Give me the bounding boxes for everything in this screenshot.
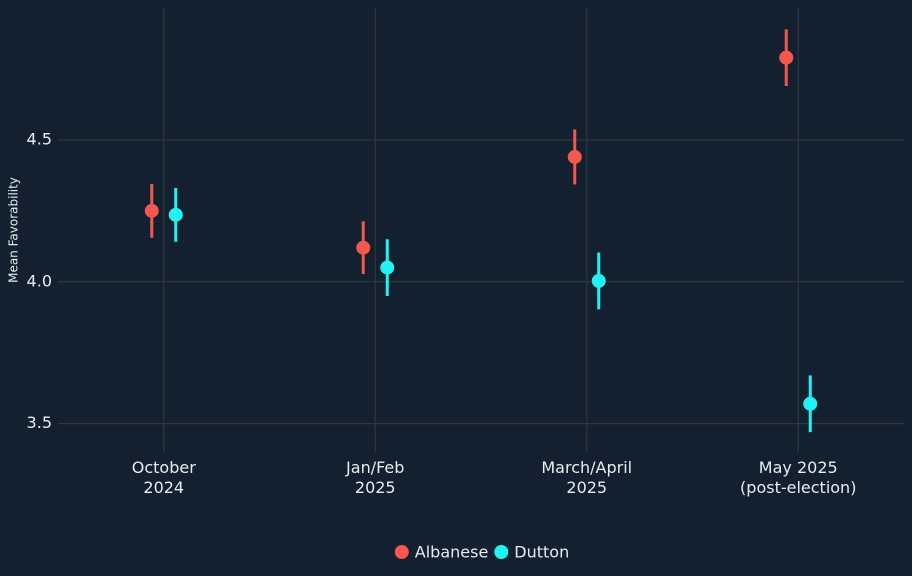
point xyxy=(779,50,794,65)
legend-marker xyxy=(494,545,509,559)
y-tick-label: 4.5 xyxy=(27,129,52,148)
point xyxy=(591,273,606,288)
point xyxy=(356,240,371,255)
point xyxy=(144,203,159,218)
y-axis-label: Mean Favorability xyxy=(7,177,21,283)
legend-marker xyxy=(394,545,409,559)
x-tick-label: Jan/Feb 2025 xyxy=(345,458,404,497)
y-tick-label: 3.5 xyxy=(27,413,52,432)
y-tick-label: 4.0 xyxy=(27,271,52,290)
x-tick-label: March/April 2025 xyxy=(541,458,632,497)
legend-label: Albanese xyxy=(415,543,489,562)
point xyxy=(803,396,818,411)
point xyxy=(380,260,395,275)
point xyxy=(567,149,582,164)
x-tick-label: October 2024 xyxy=(132,458,196,497)
legend-label: Dutton xyxy=(514,543,569,562)
x-tick-label: May 2025 (post-election) xyxy=(740,458,856,497)
point xyxy=(168,207,183,222)
